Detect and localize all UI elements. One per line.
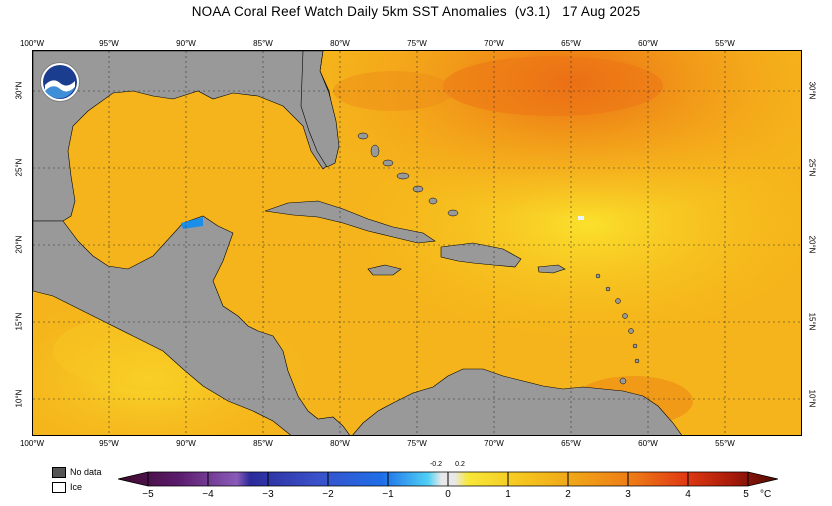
page-title: NOAA Coral Reef Watch Daily 5km SST Anom… [191,4,641,19]
land-cuba [264,200,436,244]
graticule [33,51,801,435]
lon-label-bottom: 70°W [484,439,504,448]
lon-label-top: 55°W [715,39,735,48]
colorbar-tick-label: −2 [322,489,334,500]
lon-label-bottom: 85°W [253,439,273,448]
colorbar-minor-label: -0.2 [429,461,443,468]
colorbar-tick-label: 0 [445,489,451,500]
lon-label-top: 100°W [19,39,45,48]
ice-swatch [52,482,66,493]
lon-label-top: 70°W [484,39,504,48]
lon-label-top: 75°W [407,39,427,48]
lon-label-top: 90°W [176,39,196,48]
colorbar-unit: °C [760,489,772,500]
colorbar-tick-label: −3 [262,489,274,500]
colorbar-tick-label: −1 [382,489,394,500]
no-data-swatch [52,467,66,478]
lat-label-right: 10°N [807,389,817,408]
colorbar [118,471,778,487]
lon-label-bottom: 95°W [99,439,119,448]
land-bahamas [357,132,459,217]
colorbar-minor-label: 0.2 [455,461,465,468]
land-south-america [352,368,682,435]
sst-anomaly-map [32,50,802,436]
land-puerto-rico [537,264,566,274]
colorbar-tick-label: 4 [685,489,691,500]
lat-label-left: 25°N [14,158,24,177]
land-florida [300,51,340,168]
lon-label-bottom: 90°W [176,439,196,448]
lon-label-bottom: 80°W [330,439,350,448]
lat-label-left: 10°N [14,389,24,408]
lon-label-top: 65°W [561,39,581,48]
colorbar-tick-label: −4 [202,489,214,500]
lon-label-top: 80°W [330,39,350,48]
lon-label-bottom: 60°W [638,439,658,448]
lon-label-bottom: 55°W [715,439,735,448]
colorbar-tick-label: 3 [625,489,631,500]
map-canvas [33,51,801,435]
lon-label-top: 95°W [99,39,119,48]
colorbar-tick-label: −5 [142,489,154,500]
land-central-america [33,215,350,435]
lon-label-bottom: 100°W [19,439,45,448]
ice-label: Ice [70,482,83,492]
lat-label-right: 25°N [807,158,817,177]
lat-label-right: 15°N [807,312,817,331]
no-data-label: No data [70,467,102,477]
colorbar-tick-label: 5 [743,489,749,500]
lon-label-top: 85°W [253,39,273,48]
colorbar-tick-label: 1 [505,489,511,500]
lon-label-bottom: 65°W [561,439,581,448]
lat-label-right: 30°N [807,81,817,100]
lon-label-top: 60°W [638,39,658,48]
lon-label-bottom: 75°W [407,439,427,448]
noaa-logo [40,62,80,102]
lat-label-left: 30°N [14,81,24,100]
lat-label-left: 20°N [14,235,24,254]
colorbar-tick-label: 2 [565,489,571,500]
land-jamaica [367,264,402,276]
lat-label-right: 20°N [807,235,817,254]
lat-label-left: 15°N [14,312,24,331]
land-hispaniola [440,242,522,268]
land-lesser-antilles [595,273,640,385]
